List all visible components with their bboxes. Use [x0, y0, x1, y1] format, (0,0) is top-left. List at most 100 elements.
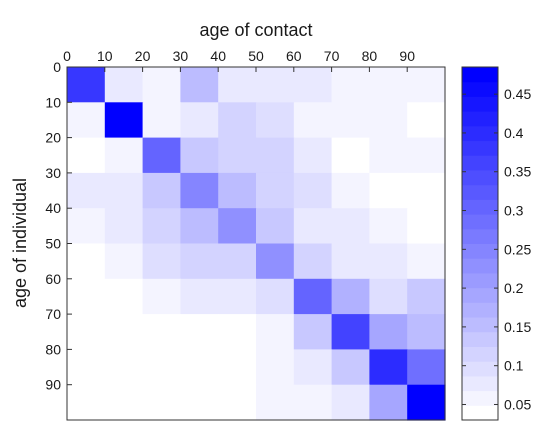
- heatmap-cell-r4-c7: [331, 208, 370, 245]
- heatmap-cell-r4-c9: [407, 208, 446, 245]
- colorbar-segment: [462, 346, 498, 362]
- heatmap-cell-r4-c0: [67, 208, 106, 245]
- heatmap-cell-r5-c8: [369, 243, 408, 280]
- heatmap-cell-r8-c2: [142, 349, 181, 386]
- heatmap-cell-r2-c4: [218, 137, 257, 174]
- colorbar-segment: [462, 243, 498, 259]
- x-tick-label: 40: [210, 48, 226, 64]
- heatmap-cell-r4-c1: [104, 208, 144, 245]
- heatmap-cell-r1-c4: [218, 102, 257, 139]
- y-axis-ticks: 0 10 20 30 40 50 60 70 80 90: [45, 59, 72, 393]
- heatmap-cell-r5-c7: [331, 243, 370, 280]
- heatmap-cell-r1-c7: [331, 102, 370, 139]
- heatmap-cell-r4-c8: [369, 208, 408, 245]
- heatmap-cell-r8-c3: [180, 349, 219, 386]
- heatmap-cell-r4-c5: [256, 208, 295, 245]
- colorbar: [462, 67, 498, 421]
- colorbar-segment: [462, 140, 498, 156]
- heatmap-cell-r7-c8: [369, 314, 408, 350]
- heatmap-cell-r2-c9: [407, 137, 446, 174]
- x-tick-label: 10: [97, 48, 113, 64]
- heatmap-cell-r8-c0: [67, 349, 106, 386]
- y-tick-label: 60: [45, 271, 61, 287]
- colorbar-tick-label: 0.35: [504, 164, 531, 180]
- heatmap-cell-r6-c2: [142, 278, 181, 315]
- heatmap-cell-r8-c8: [369, 349, 408, 386]
- heatmap-cell-r9-c7: [331, 384, 370, 421]
- x-tick-label: 30: [173, 48, 189, 64]
- heatmap-cell-r0-c5: [256, 67, 295, 103]
- heatmap-cell-r1-c0: [67, 102, 106, 139]
- heatmap-cell-r7-c6: [293, 314, 333, 350]
- y-tick-label: 50: [45, 236, 61, 252]
- colorbar-segment: [462, 331, 498, 347]
- heatmap-cell-r8-c9: [407, 349, 446, 386]
- colorbar-tick-label: 0.25: [504, 241, 531, 257]
- heatmap-cell-r7-c0: [67, 314, 106, 350]
- heatmap-cell-r7-c3: [180, 314, 219, 350]
- heatmap-cell-r6-c9: [407, 278, 446, 315]
- heatmap-cell-r6-c8: [369, 278, 408, 315]
- heatmap-cell-r5-c6: [293, 243, 333, 280]
- x-axis-ticks: 0 10 20 30 40 50 60 70 80 90: [63, 48, 415, 72]
- colorbar-segment: [462, 317, 498, 333]
- heatmap-cell-r5-c9: [407, 243, 446, 280]
- colorbar-tick-label: 0.3: [504, 203, 524, 219]
- heatmap-cell-r0-c7: [331, 67, 370, 103]
- heatmap-cell-r7-c9: [407, 314, 446, 350]
- heatmap-cell-r1-c3: [180, 102, 219, 139]
- x-tick-label: 60: [286, 48, 302, 64]
- y-tick-label: 40: [45, 200, 61, 216]
- colorbar-segment: [462, 214, 498, 230]
- heatmap-cell-r0-c3: [180, 67, 219, 103]
- heatmap-cell-r0-c4: [218, 67, 257, 103]
- colorbar-segment: [462, 81, 498, 97]
- heatmap-cell-r8-c5: [256, 349, 295, 386]
- heatmap-cell-r3-c6: [293, 172, 333, 209]
- x-tick-label: 70: [324, 48, 340, 64]
- colorbar-segment: [462, 125, 498, 142]
- y-tick-label: 90: [45, 377, 61, 393]
- heatmap-cell-r5-c1: [104, 243, 144, 280]
- heatmap-cell-r7-c7: [331, 314, 370, 350]
- heatmap-cell-r8-c6: [293, 349, 333, 386]
- heatmap-cell-r3-c2: [142, 172, 181, 209]
- colorbar-segment: [462, 258, 498, 274]
- heatmap-cell-r2-c3: [180, 137, 219, 174]
- heatmap-cell-r0-c9: [407, 67, 446, 103]
- heatmap-cell-r2-c2: [142, 137, 181, 174]
- heatmap-cell-r9-c9: [407, 384, 446, 421]
- heatmap-cell-r1-c1: [104, 102, 144, 139]
- heatmap-cell-r1-c8: [369, 102, 408, 139]
- colorbar-segment: [462, 287, 498, 303]
- heatmap-cell-r5-c2: [142, 243, 181, 280]
- x-tick-label: 90: [399, 48, 415, 64]
- x-tick-label: 50: [248, 48, 264, 64]
- x-tick-label: 0: [63, 48, 71, 64]
- heatmap-cell-r5-c5: [256, 243, 295, 280]
- colorbar-segment: [462, 375, 498, 392]
- heatmap-cell-r3-c0: [67, 172, 106, 209]
- heatmap-cell-r6-c1: [104, 278, 144, 315]
- heatmap-cell-r6-c4: [218, 278, 257, 315]
- heatmap-cell-r3-c7: [331, 172, 370, 209]
- heatmap-cells: [67, 67, 446, 421]
- heatmap-cell-r4-c4: [218, 208, 257, 245]
- heatmap-cell-r8-c7: [331, 349, 370, 386]
- heatmap-cell-r4-c3: [180, 208, 219, 245]
- heatmap-cell-r9-c3: [180, 384, 219, 421]
- colorbar-segment: [462, 67, 498, 83]
- heatmap-cell-r9-c6: [293, 384, 333, 421]
- heatmap-cell-r7-c2: [142, 314, 181, 350]
- heatmap-cell-r7-c5: [256, 314, 295, 350]
- colorbar-segment: [462, 272, 498, 289]
- colorbar-tick-label: 0.4: [504, 125, 524, 141]
- colorbar-tick-label: 0.2: [504, 280, 524, 296]
- colorbar-ticks: 0.05 0.1 0.15 0.2 0.25 0.3 0.35 0.4 0.45: [462, 86, 531, 412]
- colorbar-tick-label: 0.45: [504, 86, 531, 102]
- y-axis-label: age of individual: [10, 178, 30, 308]
- y-tick-label: 20: [45, 130, 61, 146]
- heatmap-cell-r2-c1: [104, 137, 144, 174]
- x-tick-label: 80: [362, 48, 378, 64]
- x-axis-label: age of contact: [199, 20, 312, 40]
